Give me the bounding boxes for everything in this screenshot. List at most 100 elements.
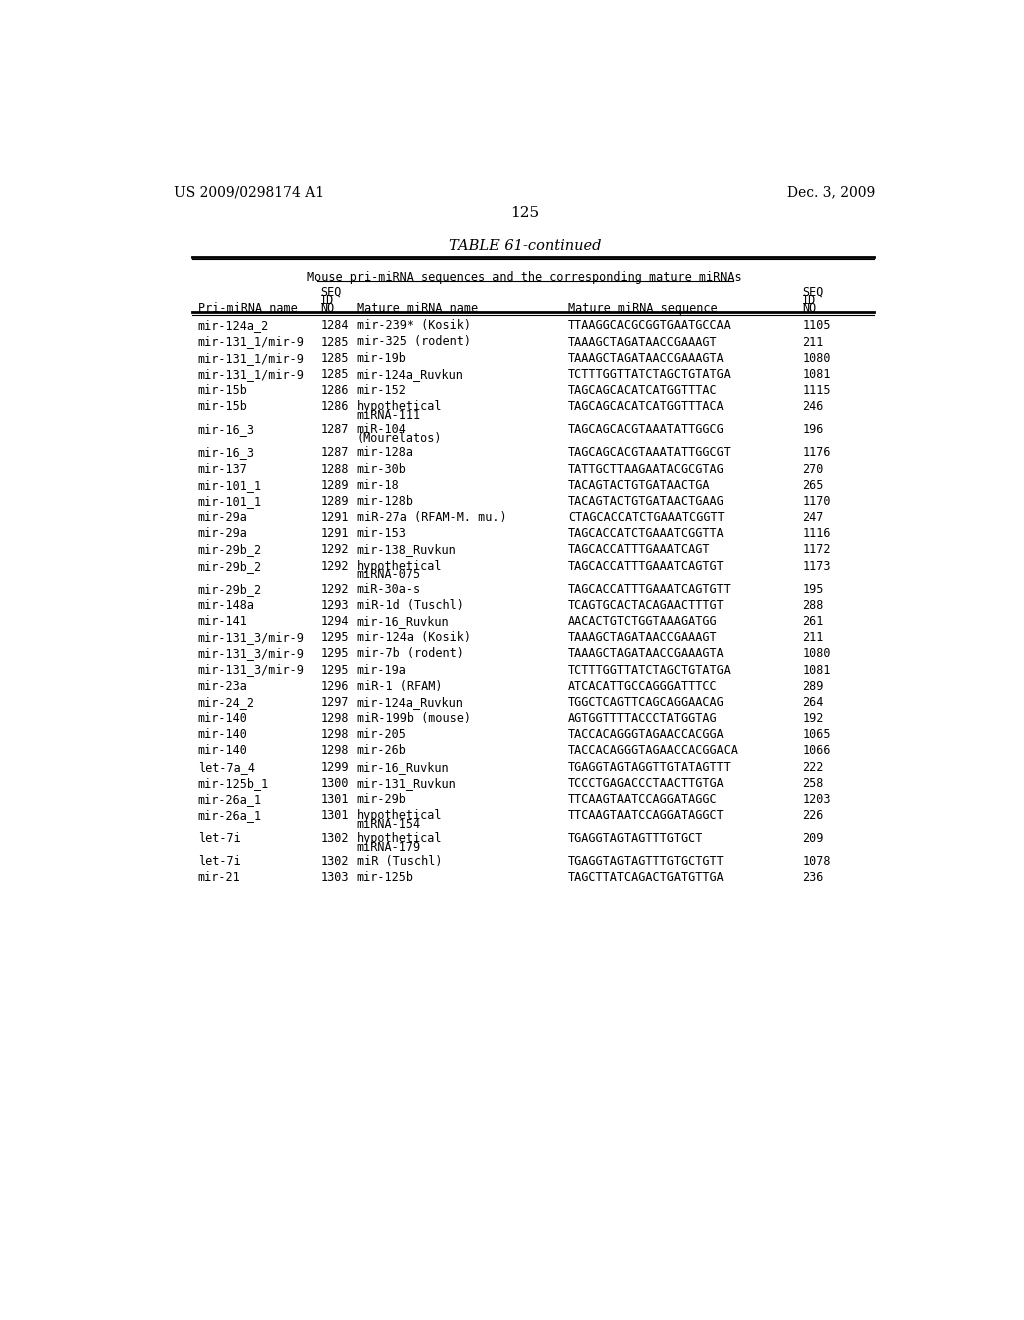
Text: TAAAGCTAGATAACCGAAAGT: TAAAGCTAGATAACCGAAAGT xyxy=(568,631,718,644)
Text: mir-19a: mir-19a xyxy=(356,664,407,677)
Text: hypothetical: hypothetical xyxy=(356,809,442,822)
Text: let-7i: let-7i xyxy=(198,832,241,845)
Text: miR-1d (Tuschl): miR-1d (Tuschl) xyxy=(356,599,464,612)
Text: mir-15b: mir-15b xyxy=(198,384,248,397)
Text: TABLE 61-continued: TABLE 61-continued xyxy=(449,239,601,253)
Text: 1301: 1301 xyxy=(321,793,349,807)
Text: miR-27a (RFAM-M. mu.): miR-27a (RFAM-M. mu.) xyxy=(356,511,506,524)
Text: 1299: 1299 xyxy=(321,760,349,774)
Text: mir-125b: mir-125b xyxy=(356,871,414,884)
Text: 1115: 1115 xyxy=(802,384,830,397)
Text: 211: 211 xyxy=(802,335,823,348)
Text: mir-29a: mir-29a xyxy=(198,511,248,524)
Text: 1105: 1105 xyxy=(802,319,830,333)
Text: 1300: 1300 xyxy=(321,776,349,789)
Text: 1287: 1287 xyxy=(321,446,349,459)
Text: SEQ: SEQ xyxy=(802,285,823,298)
Text: Mature miRNA name: Mature miRNA name xyxy=(356,302,478,315)
Text: TACAGTACTGTGATAACTGA: TACAGTACTGTGATAACTGA xyxy=(568,479,711,492)
Text: mir-101_1: mir-101_1 xyxy=(198,479,262,492)
Text: mir-24_2: mir-24_2 xyxy=(198,696,255,709)
Text: mir-23a: mir-23a xyxy=(198,680,248,693)
Text: mir-137: mir-137 xyxy=(198,462,248,475)
Text: 1287: 1287 xyxy=(321,424,349,437)
Text: 247: 247 xyxy=(802,511,823,524)
Text: mir-18: mir-18 xyxy=(356,479,399,492)
Text: mir-131_1/mir-9: mir-131_1/mir-9 xyxy=(198,351,304,364)
Text: hypothetical: hypothetical xyxy=(356,832,442,845)
Text: US 2009/0298174 A1: US 2009/0298174 A1 xyxy=(174,185,325,199)
Text: TAGCACCATTTGAAATCAGTGTT: TAGCACCATTTGAAATCAGTGTT xyxy=(568,582,732,595)
Text: miR (Tuschl): miR (Tuschl) xyxy=(356,855,442,869)
Text: mir-131_3/mir-9: mir-131_3/mir-9 xyxy=(198,631,304,644)
Text: 1081: 1081 xyxy=(802,664,830,677)
Text: TGAGGTAGTAGTTTGTGCTGTT: TGAGGTAGTAGTTTGTGCTGTT xyxy=(568,855,725,869)
Text: TCTTTGGTTATCTAGCTGTATGA: TCTTTGGTTATCTAGCTGTATGA xyxy=(568,664,732,677)
Text: 1292: 1292 xyxy=(321,582,349,595)
Text: 1065: 1065 xyxy=(802,729,830,742)
Text: mir-205: mir-205 xyxy=(356,729,407,742)
Text: mir-124a_Ruvkun: mir-124a_Ruvkun xyxy=(356,368,464,381)
Text: mir-19b: mir-19b xyxy=(356,351,407,364)
Text: mir-128a: mir-128a xyxy=(356,446,414,459)
Text: 1081: 1081 xyxy=(802,368,830,381)
Text: miR-199b (mouse): miR-199b (mouse) xyxy=(356,711,471,725)
Text: TTCAAGTAATCCAGGATAGGC: TTCAAGTAATCCAGGATAGGC xyxy=(568,793,718,807)
Text: 1289: 1289 xyxy=(321,479,349,492)
Text: 1295: 1295 xyxy=(321,664,349,677)
Text: 1080: 1080 xyxy=(802,351,830,364)
Text: 258: 258 xyxy=(802,776,823,789)
Text: TAGCACCATTTGAAATCAGTGT: TAGCACCATTTGAAATCAGTGT xyxy=(568,560,725,573)
Text: 1080: 1080 xyxy=(802,647,830,660)
Text: 195: 195 xyxy=(802,582,823,595)
Text: 1285: 1285 xyxy=(321,368,349,381)
Text: TTCAAGTAATCCAGGATAGGCT: TTCAAGTAATCCAGGATAGGCT xyxy=(568,809,725,822)
Text: mir-16_Ruvkun: mir-16_Ruvkun xyxy=(356,615,450,628)
Text: 1293: 1293 xyxy=(321,599,349,612)
Text: hypothetical: hypothetical xyxy=(356,400,442,413)
Text: TAAAGCTAGATAACCGAAAGTA: TAAAGCTAGATAACCGAAAGTA xyxy=(568,647,725,660)
Text: 1296: 1296 xyxy=(321,680,349,693)
Text: let-7a_4: let-7a_4 xyxy=(198,760,255,774)
Text: miRNA-154: miRNA-154 xyxy=(356,817,421,830)
Text: mir-140: mir-140 xyxy=(198,729,248,742)
Text: 288: 288 xyxy=(802,599,823,612)
Text: TAGCAGCACGTAAATATTGGCGT: TAGCAGCACGTAAATATTGGCGT xyxy=(568,446,732,459)
Text: 1292: 1292 xyxy=(321,544,349,557)
Text: 1292: 1292 xyxy=(321,560,349,573)
Text: mir-325 (rodent): mir-325 (rodent) xyxy=(356,335,471,348)
Text: Mature miRNA sequence: Mature miRNA sequence xyxy=(568,302,718,315)
Text: 1297: 1297 xyxy=(321,696,349,709)
Text: 1289: 1289 xyxy=(321,495,349,508)
Text: ATCACATTGCCAGGGATTTCC: ATCACATTGCCAGGGATTTCC xyxy=(568,680,718,693)
Text: TAAAGCTAGATAACCGAAAGTA: TAAAGCTAGATAACCGAAAGTA xyxy=(568,351,725,364)
Text: NO: NO xyxy=(802,302,816,315)
Text: miRNA-075: miRNA-075 xyxy=(356,568,421,581)
Text: ID: ID xyxy=(802,294,816,308)
Text: 211: 211 xyxy=(802,631,823,644)
Text: 1302: 1302 xyxy=(321,832,349,845)
Text: 1288: 1288 xyxy=(321,462,349,475)
Text: mir-239* (Kosik): mir-239* (Kosik) xyxy=(356,319,471,333)
Text: (Mourelatos): (Mourelatos) xyxy=(356,432,442,445)
Text: 1286: 1286 xyxy=(321,400,349,413)
Text: 1298: 1298 xyxy=(321,711,349,725)
Text: 1294: 1294 xyxy=(321,615,349,628)
Text: mir-125b_1: mir-125b_1 xyxy=(198,776,269,789)
Text: 1116: 1116 xyxy=(802,527,830,540)
Text: TACCACAGGGTAGAACCACGGA: TACCACAGGGTAGAACCACGGA xyxy=(568,729,725,742)
Text: TCCCTGAGACCCTAACTTGTGA: TCCCTGAGACCCTAACTTGTGA xyxy=(568,776,725,789)
Text: mir-131_3/mir-9: mir-131_3/mir-9 xyxy=(198,664,304,677)
Text: mir-131_3/mir-9: mir-131_3/mir-9 xyxy=(198,647,304,660)
Text: 270: 270 xyxy=(802,462,823,475)
Text: 1078: 1078 xyxy=(802,855,830,869)
Text: hypothetical: hypothetical xyxy=(356,560,442,573)
Text: 289: 289 xyxy=(802,680,823,693)
Text: mir-29a: mir-29a xyxy=(198,527,248,540)
Text: mir-15b: mir-15b xyxy=(198,400,248,413)
Text: 1173: 1173 xyxy=(802,560,830,573)
Text: TTAAGGCACGCGGTGAATGCCAA: TTAAGGCACGCGGTGAATGCCAA xyxy=(568,319,732,333)
Text: mir-131_Ruvkun: mir-131_Ruvkun xyxy=(356,776,457,789)
Text: TAGCACCATCTGAAATCGGTTA: TAGCACCATCTGAAATCGGTTA xyxy=(568,527,725,540)
Text: Mouse pri-miRNA sequences and the corresponding mature miRNAs: Mouse pri-miRNA sequences and the corres… xyxy=(307,271,742,284)
